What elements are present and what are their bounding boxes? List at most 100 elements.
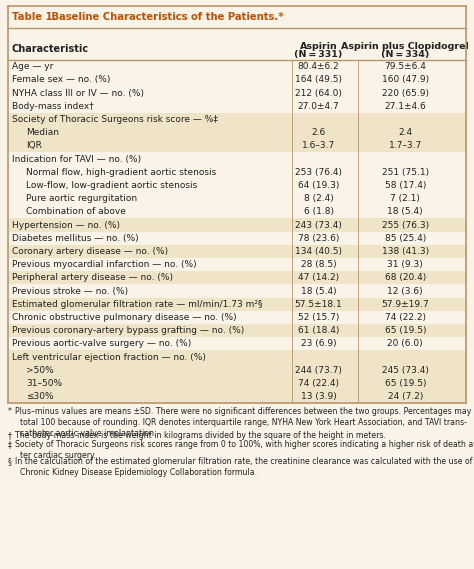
Text: 2.4: 2.4 (398, 128, 412, 137)
Text: 13 (3.9): 13 (3.9) (301, 392, 337, 401)
Text: 20 (6.0): 20 (6.0) (387, 339, 423, 348)
Text: 7 (2.1): 7 (2.1) (390, 194, 420, 203)
Text: 253 (76.4): 253 (76.4) (295, 168, 342, 177)
Text: †: † (8, 431, 15, 440)
Text: Chronic obstructive pulmonary disease — no. (%): Chronic obstructive pulmonary disease — … (12, 313, 237, 322)
Text: 57.5±18.1: 57.5±18.1 (295, 300, 342, 309)
Bar (8, 271, 466, 284)
Bar (8, 60, 466, 73)
Text: Hypertension — no. (%): Hypertension — no. (%) (12, 221, 120, 229)
Text: Society of Thoracic Surgeons risk scores range from 0 to 100%, with higher score: Society of Thoracic Surgeons risk scores… (15, 440, 474, 460)
Text: Characteristic: Characteristic (12, 44, 89, 54)
Text: Baseline Characteristics of the Patients.*: Baseline Characteristics of the Patients… (48, 12, 283, 22)
Bar (8, 245, 466, 258)
Text: 12 (3.6): 12 (3.6) (387, 287, 423, 295)
Text: 255 (76.3): 255 (76.3) (382, 221, 429, 229)
Text: Median: Median (26, 128, 59, 137)
Bar (8, 73, 466, 86)
Text: Previous coronary-artery bypass grafting — no. (%): Previous coronary-artery bypass grafting… (12, 326, 244, 335)
Text: *: * (8, 407, 14, 416)
Text: >50%: >50% (26, 366, 54, 375)
Bar (8, 152, 466, 166)
Text: 134 (40.5): 134 (40.5) (295, 247, 342, 256)
Text: Diabetes mellitus — no. (%): Diabetes mellitus — no. (%) (12, 234, 138, 243)
Text: 2.6: 2.6 (311, 128, 326, 137)
Text: IQR: IQR (26, 141, 42, 150)
Bar (8, 324, 466, 337)
Text: 18 (5.4): 18 (5.4) (387, 207, 423, 216)
Bar (8, 311, 466, 324)
Text: 6 (1.8): 6 (1.8) (303, 207, 334, 216)
Text: 160 (47.9): 160 (47.9) (382, 75, 429, 84)
Text: Coronary artery disease — no. (%): Coronary artery disease — no. (%) (12, 247, 168, 256)
Text: Indication for TAVI — no. (%): Indication for TAVI — no. (%) (12, 155, 141, 163)
Text: Age — yr: Age — yr (12, 62, 54, 71)
Text: NYHA class III or IV — no. (%): NYHA class III or IV — no. (%) (12, 89, 144, 97)
Text: 212 (64.0): 212 (64.0) (295, 89, 342, 97)
Bar (8, 6, 466, 28)
Text: 64 (19.3): 64 (19.3) (298, 181, 339, 190)
Text: 31–50%: 31–50% (26, 379, 62, 388)
Text: 243 (73.4): 243 (73.4) (295, 221, 342, 229)
Text: 27.0±4.7: 27.0±4.7 (298, 102, 339, 111)
Bar (8, 337, 466, 351)
Text: Peripheral artery disease — no. (%): Peripheral artery disease — no. (%) (12, 273, 173, 282)
Text: Plus–minus values are means ±SD. There were no significant differences between t: Plus–minus values are means ±SD. There w… (15, 407, 474, 438)
Text: 164 (49.5): 164 (49.5) (295, 75, 342, 84)
Bar (8, 284, 466, 298)
Text: Normal flow, high-gradient aortic stenosis: Normal flow, high-gradient aortic stenos… (26, 168, 216, 177)
Text: 1.6–3.7: 1.6–3.7 (302, 141, 335, 150)
Text: 27.1±4.6: 27.1±4.6 (384, 102, 426, 111)
Text: 244 (73.7): 244 (73.7) (295, 366, 342, 375)
Bar (8, 166, 466, 179)
Text: 65 (19.5): 65 (19.5) (384, 326, 426, 335)
Text: Aspirin plus Clopidogrel: Aspirin plus Clopidogrel (341, 42, 469, 51)
Text: 220 (65.9): 220 (65.9) (382, 89, 429, 97)
Text: 18 (5.4): 18 (5.4) (301, 287, 337, 295)
Text: 79.5±6.4: 79.5±6.4 (384, 62, 426, 71)
Bar (8, 390, 466, 403)
Bar (8, 218, 466, 232)
Text: 85 (25.4): 85 (25.4) (384, 234, 426, 243)
Text: ≤30%: ≤30% (26, 392, 54, 401)
Bar (8, 126, 466, 139)
Text: 65 (19.5): 65 (19.5) (384, 379, 426, 388)
Text: 138 (41.3): 138 (41.3) (382, 247, 429, 256)
Text: Pure aortic regurgitation: Pure aortic regurgitation (26, 194, 137, 203)
Text: Low-flow, low-gradient aortic stenosis: Low-flow, low-gradient aortic stenosis (26, 181, 197, 190)
Bar (8, 100, 466, 113)
Text: §: § (8, 457, 14, 466)
Text: 24 (7.2): 24 (7.2) (388, 392, 423, 401)
Text: (N = 331): (N = 331) (294, 50, 343, 59)
Text: (N = 334): (N = 334) (381, 50, 429, 59)
Text: 28 (8.5): 28 (8.5) (301, 260, 337, 269)
Text: 23 (6.9): 23 (6.9) (301, 339, 337, 348)
Text: Table 1.: Table 1. (12, 12, 56, 22)
Bar (8, 232, 466, 245)
Text: 8 (2.4): 8 (2.4) (304, 194, 333, 203)
Text: 57.9±19.7: 57.9±19.7 (382, 300, 429, 309)
Bar (8, 192, 466, 205)
Bar (8, 205, 466, 218)
Text: Combination of above: Combination of above (26, 207, 126, 216)
Text: 80.4±6.2: 80.4±6.2 (298, 62, 339, 71)
Text: 52 (15.7): 52 (15.7) (298, 313, 339, 322)
Bar (8, 351, 466, 364)
Text: 251 (75.1): 251 (75.1) (382, 168, 429, 177)
Text: Body-mass index†: Body-mass index† (12, 102, 94, 111)
Bar (8, 179, 466, 192)
Text: 245 (73.4): 245 (73.4) (382, 366, 428, 375)
Text: 74 (22.4): 74 (22.4) (298, 379, 339, 388)
Bar (8, 258, 466, 271)
Text: In the calculation of the estimated glomerular filtration rate, the creatinine c: In the calculation of the estimated glom… (15, 457, 474, 477)
Text: The body-mass index is the weight in kilograms divided by the square of the heig: The body-mass index is the weight in kil… (15, 431, 386, 440)
Bar (8, 364, 466, 377)
Text: Previous aortic-valve surgery — no. (%): Previous aortic-valve surgery — no. (%) (12, 339, 191, 348)
Text: ‡: ‡ (8, 440, 15, 450)
Bar (8, 298, 466, 311)
Text: Aspirin: Aspirin (300, 42, 337, 51)
Text: 1.7–3.7: 1.7–3.7 (389, 141, 422, 150)
Text: Female sex — no. (%): Female sex — no. (%) (12, 75, 110, 84)
Bar (8, 377, 466, 390)
Bar (8, 113, 466, 126)
